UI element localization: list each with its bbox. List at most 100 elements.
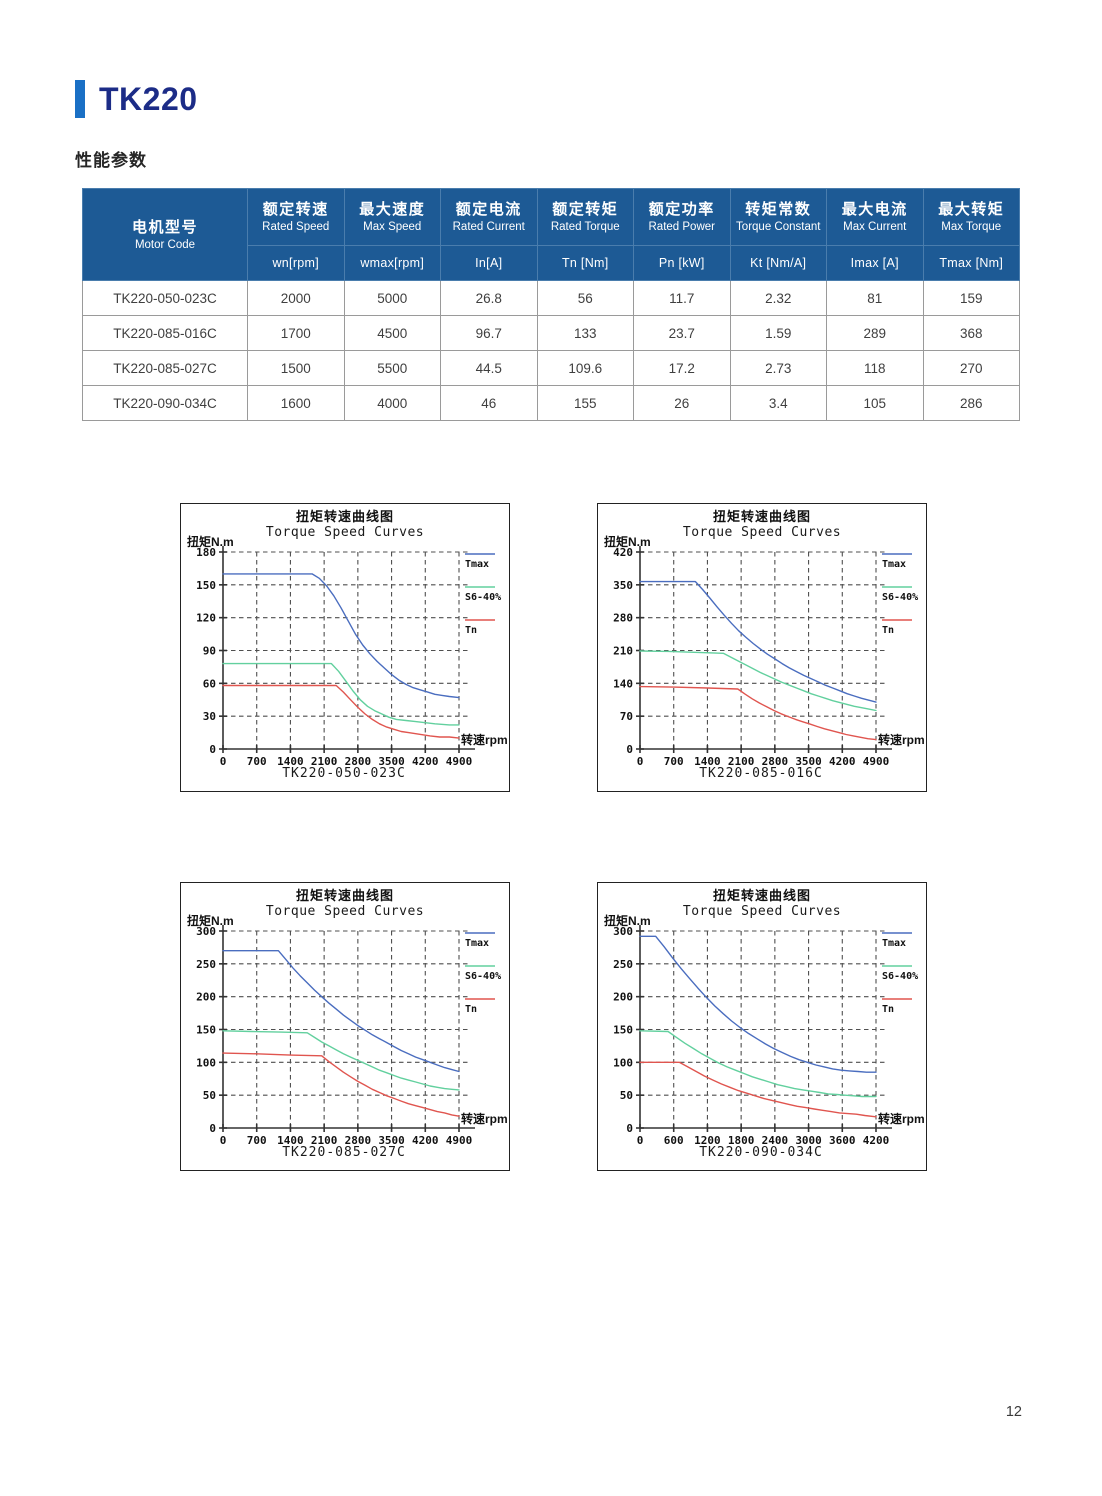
axes [219,546,475,753]
grid-lines [223,551,469,749]
value-cell: 11.7 [633,280,731,316]
value-cell: 286 [922,385,1020,421]
y-tick-label: 50 [203,1089,216,1102]
page-title-block: TK220 [75,80,198,118]
y-tick-label: 150 [613,1024,633,1037]
y-tick-label: 180 [196,546,216,559]
value-cell: 2.73 [729,350,827,386]
table-row: TK220-090-034C 1600 4000 46 155 26 3.4 105 286 [82,385,1020,421]
x-tick-label: 4900 [446,1134,473,1147]
column-header-zh: 最大电流 [841,201,908,218]
value-cell: 155 [536,385,634,421]
curve-Tmax [222,949,460,1073]
legend-label: Tmax [465,938,489,949]
chart-motor-caption: TK220-085-016C [699,766,823,781]
column-unit: Tmax [Nm] [922,245,1020,281]
column-header: 额定功率 Rated Power [633,188,731,246]
chart-title-en: Torque Speed Curves [683,525,841,540]
column-unit: In[A] [440,245,538,281]
column-unit: Pn [kW] [633,245,731,281]
legend-label: Tn [465,1004,477,1015]
y-axis-unit-label: 扭矩N.m [604,534,651,549]
curve-Tn [222,1052,460,1117]
column-unit: Tn [Nm] [536,245,634,281]
column-header-zh: 额定转矩 [552,201,619,218]
legend-label: S6-40% [465,592,501,603]
x-tick-label: 2800 [762,755,789,768]
column-header: 额定转矩 Rated Torque [536,188,634,246]
column-header-zh: 额定转速 [262,201,329,218]
y-tick-label: 0 [209,1122,216,1135]
column-unit: Kt [Nm/A] [729,245,827,281]
legend-label: S6-40% [882,971,918,982]
x-tick-label: 700 [247,1134,267,1147]
x-tick-label: 1800 [728,1134,755,1147]
motor-code-cell: TK220-050-023C [82,280,248,316]
value-cell: 26 [633,385,731,421]
torque-speed-chart-2: 0 70 140 210 280 350 420 0 700 1400 2100 2800 3500 42… [597,503,927,792]
value-cell: 96.7 [440,315,538,351]
chart-motor-caption: TK220-050-023C [282,766,406,781]
torque-speed-plot: 0 50 100 150 200 250 300 0 700 1400 2100 2800 3500 42… [187,888,508,1160]
value-cell: 5500 [343,350,441,386]
curve-Tn [639,685,877,741]
y-tick-label: 100 [613,1056,633,1069]
value-cell: 4000 [343,385,441,421]
axes [636,546,892,753]
value-cell: 26.8 [440,280,538,316]
column-header-en: Torque Constant [736,221,821,233]
x-tick-label: 2100 [311,755,338,768]
curve-S6-40% [222,1030,460,1091]
x-tick-label: 4200 [412,1134,439,1147]
curve-Tmax [222,573,460,699]
column-header: 最大速度 Max Speed [343,188,441,246]
torque-speed-chart-3: 0 50 100 150 200 250 300 0 700 1400 2100 2800 3500 42… [180,882,510,1171]
value-cell: 368 [922,315,1020,351]
x-tick-label: 4900 [863,755,890,768]
legend-label: Tn [465,625,477,636]
x-tick-label: 700 [664,755,684,768]
y-tick-label: 300 [196,925,216,938]
value-cell: 2.32 [729,280,827,316]
curve-Tmax [639,580,877,703]
y-tick-label: 250 [613,958,633,971]
chart-title-zh: 扭矩转速曲线图 [713,509,811,524]
value-cell: 4500 [343,315,441,351]
column-header-zh: 额定电流 [455,201,522,218]
x-tick-label: 3500 [378,755,405,768]
x-tick-label: 3600 [829,1134,856,1147]
y-tick-label: 420 [613,546,633,559]
value-cell: 2000 [247,280,345,316]
x-axis-unit-label: 转速rpm [878,732,925,747]
table-row: TK220-085-016C 1700 4500 96.7 133 23.7 1.59 289… [82,315,1020,351]
column-header: 最大电流 Max Current [826,188,924,246]
x-tick-label: 4200 [863,1134,890,1147]
motor-spec-table: 电机型号 Motor Code 额定转速 Rated Speed 最大速度 Max S… [82,188,1020,421]
x-tick-label: 600 [664,1134,684,1147]
motor-code-header-zh: 电机型号 [131,218,198,236]
grid-lines [640,551,886,749]
motor-code-cell: TK220-090-034C [82,385,248,421]
x-tick-label: 1200 [694,1134,721,1147]
legend-label: S6-40% [465,971,501,982]
curve-S6-40% [639,1030,877,1098]
title-accent-bar [75,80,85,118]
motor-code-header: 电机型号 Motor Code [82,188,248,281]
value-cell: 109.6 [536,350,634,386]
legend-label: Tmax [882,559,906,570]
column-header-zh: 额定功率 [648,201,715,218]
value-cell: 159 [922,280,1020,316]
y-tick-label: 350 [613,579,633,592]
legend-label: Tn [882,1004,894,1015]
torque-speed-chart-1: 0 30 60 90 120 150 180 0 700 1400 2100 2800 3500 4200… [180,503,510,792]
column-header: 额定电流 Rated Current [440,188,538,246]
grid-lines [223,930,469,1128]
y-tick-label: 30 [203,710,216,723]
y-axis-unit-label: 扭矩N.m [187,534,234,549]
column-header-zh: 转矩常数 [745,201,812,218]
legend-label: Tn [882,625,894,636]
x-tick-label: 2100 [728,755,755,768]
value-cell: 23.7 [633,315,731,351]
column-header-en: Max Speed [363,221,422,233]
